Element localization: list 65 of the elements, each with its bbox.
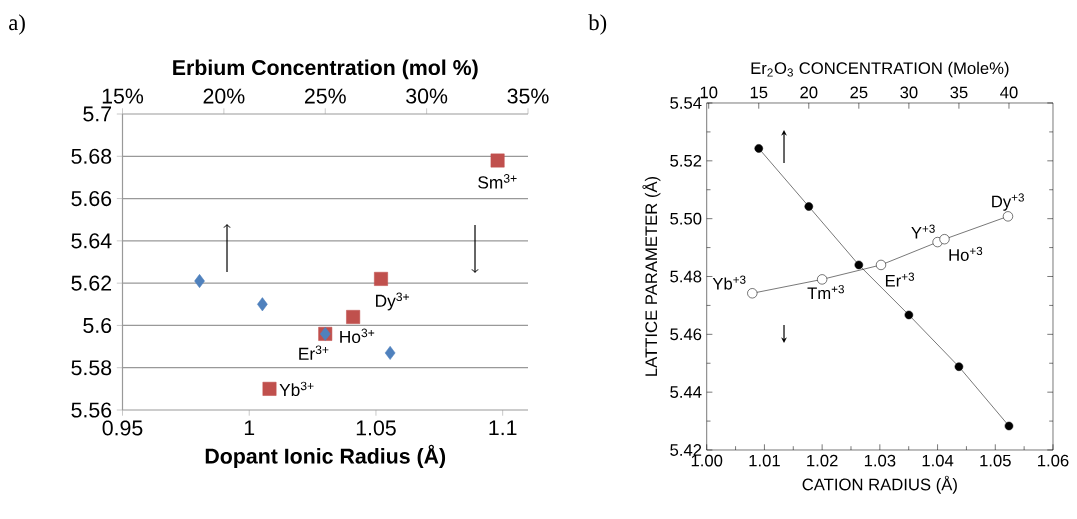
y-tick-label: 5.48 (670, 270, 702, 283)
x-tick-label: 0.95 (102, 420, 143, 436)
y-tick-label: 5.42 (670, 444, 702, 456)
x2-tick-label: 25% (304, 88, 346, 104)
x2-tick-label: 30 (900, 86, 918, 99)
x-tick-label: 1.04 (922, 454, 954, 467)
annotation: Sm$^{3+}$ (478, 174, 517, 189)
x-axis-title: Dopant Ionic Radius (Å) (205, 444, 446, 468)
y-tick-label: 5.62 (71, 275, 112, 291)
point (939, 234, 950, 245)
annotation: Tm$^{+3}$ (807, 284, 844, 299)
x2-tick-label: 30% (406, 88, 448, 104)
y-tick-label: 5.50 (670, 212, 702, 225)
x-tick-label: 1.00 (691, 454, 723, 467)
point (262, 381, 277, 396)
x2-tick-label: 20 (800, 86, 818, 99)
x2-tick-label: 15% (102, 88, 144, 104)
annotation: Ho$^{3+}$ (340, 328, 375, 344)
x2-tick-label: 40 (1000, 86, 1018, 99)
x-tick-label: 1.02 (807, 454, 838, 467)
x2-tick-label: 35% (507, 88, 549, 104)
y-tick-label: 5.66 (71, 191, 112, 207)
y-tick-label: 5.56 (71, 402, 112, 418)
x2-tick-label: 10 (700, 86, 718, 99)
point (374, 271, 388, 286)
x-tick-label: 1.01 (749, 454, 780, 467)
x-tick-label: 1 (244, 420, 255, 436)
annotation: Dy$^{+3}$ (992, 193, 1024, 211)
y-tick-label: 5.64 (71, 233, 112, 249)
x-tick-label: 1.05 (980, 454, 1011, 467)
x-tick-label: 1.1 (489, 420, 517, 436)
y-tick-label: 5.46 (670, 328, 702, 341)
point (747, 288, 758, 299)
point (346, 310, 361, 324)
x2-tick-label: 15 (750, 86, 768, 99)
x2-tick-label: 20% (203, 88, 245, 104)
y-tick-label: 5.52 (670, 154, 702, 167)
x2-tick-label: 25 (850, 86, 868, 99)
point (1002, 211, 1014, 222)
y-tick-label: 5.7 (83, 106, 112, 122)
x-tick-label: 1.03 (864, 454, 896, 467)
x-axis-title: CATION RADIUS (Å) (802, 475, 957, 494)
point (875, 259, 887, 270)
point (817, 274, 828, 285)
x2-axis-title: Er$_{2}$O$_{3}$ CONCENTRATION (Mole%) (751, 61, 1009, 78)
y-tick-label: 5.6 (83, 317, 112, 333)
annotation: Er$^{3+}$ (299, 345, 329, 360)
x-tick-label: 1.06 (1038, 454, 1069, 467)
x2-axis-title: Erbium Concentration (mol %) (173, 59, 478, 80)
x2-tick-label: 35 (950, 86, 968, 99)
point (490, 153, 505, 168)
y-tick-label: 5.44 (670, 386, 702, 398)
x-tick-label: 1.05 (356, 420, 396, 436)
annotation: Yb$^{+3}$ (712, 275, 746, 290)
annotation: Yb$^{3+}$ (279, 381, 314, 397)
text: b) (588, 14, 607, 35)
annotation: Dy$^{3+}$ (376, 292, 410, 311)
annotation: Er$^{+3}$ (885, 272, 915, 287)
y-tick-label: 5.68 (71, 148, 112, 164)
y-tick-label: 5.58 (71, 360, 112, 376)
text: a) (9, 14, 25, 35)
y-axis-title: LATTICE PARAMETER (Å) (642, 176, 661, 376)
annotation: Ho$^{+3}$ (949, 246, 983, 261)
y-tick-label: 5.54 (670, 97, 702, 109)
annotation: Y$^{+3}$ (911, 224, 935, 239)
